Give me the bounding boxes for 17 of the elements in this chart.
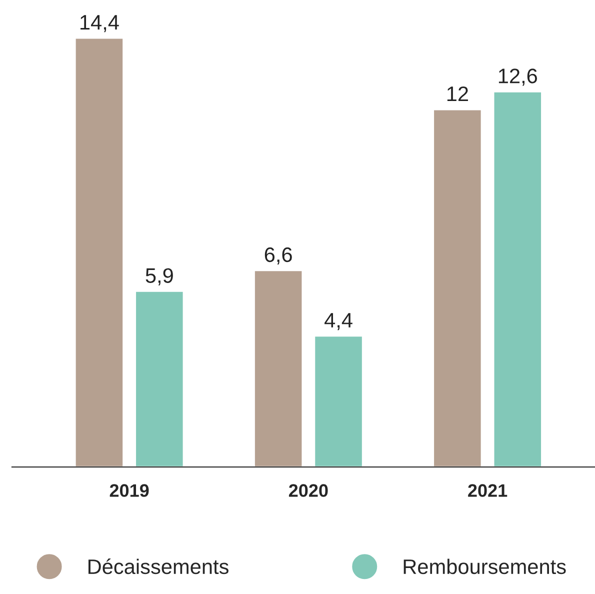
- x-tick-label: 2021: [468, 484, 508, 497]
- bar: [314, 335, 364, 467]
- legend-label: Remboursements: [404, 558, 566, 574]
- data-label: 12: [447, 86, 468, 102]
- data-label: 4,4: [324, 313, 352, 330]
- x-tick-label: 2019: [110, 484, 149, 497]
- bar: [134, 290, 184, 467]
- legend-label: Décaissements: [88, 558, 228, 574]
- data-label: 14,4: [80, 15, 119, 32]
- bar: [492, 90, 542, 467]
- data-label: 5,9: [146, 268, 173, 286]
- bar: [74, 38, 124, 467]
- x-tick-label: 2020: [288, 484, 328, 497]
- bar: [432, 108, 482, 467]
- data-label: 12,6: [498, 68, 537, 86]
- data-label: 6,6: [264, 247, 292, 265]
- bar: [254, 270, 304, 467]
